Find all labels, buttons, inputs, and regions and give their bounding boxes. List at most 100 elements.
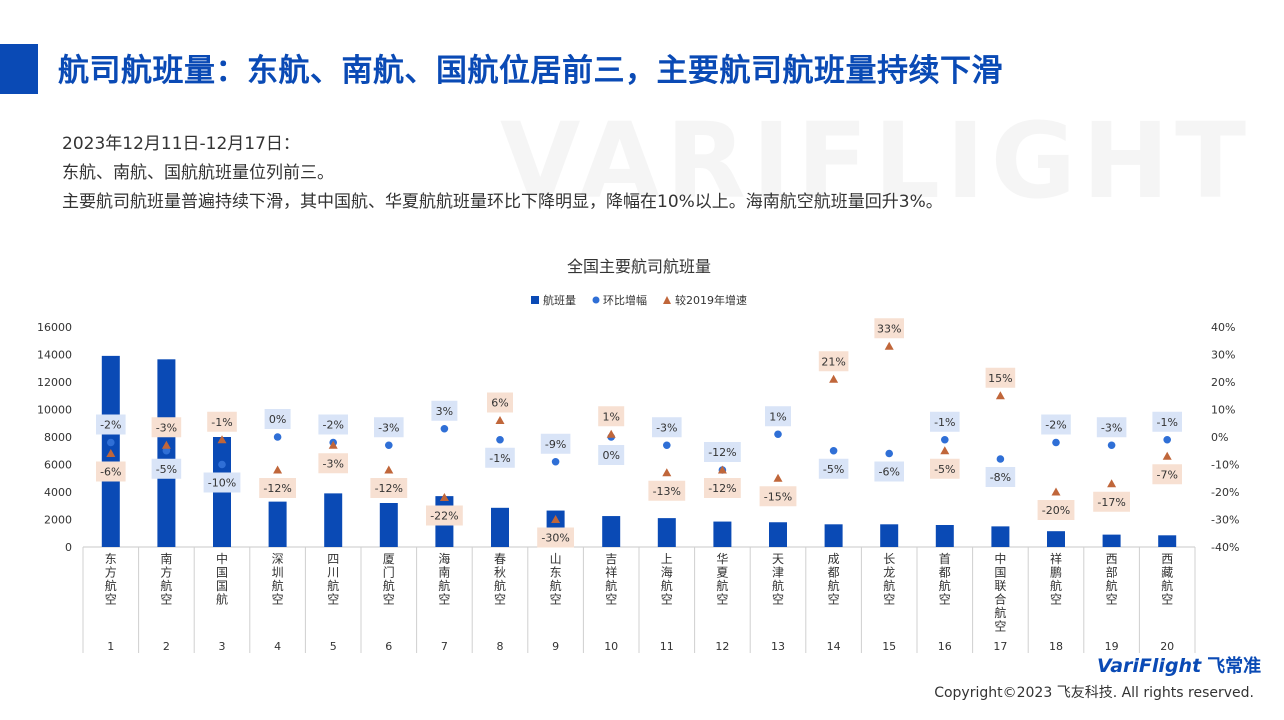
rank-label: 5 xyxy=(330,640,337,653)
legend-dot-swatch xyxy=(592,296,600,304)
category-label: 上海航空 xyxy=(661,552,673,607)
y-right-tick-label: 0% xyxy=(1211,431,1228,444)
vs2019-point xyxy=(606,429,616,438)
y-left-tick-label: 8000 xyxy=(44,431,72,444)
wow-data-label: -5% xyxy=(823,463,844,476)
summary-line-2: 东航、南航、国航航班量位列前三。 xyxy=(62,163,334,183)
vs2019-data-label-bg xyxy=(207,411,237,432)
rank-label: 9 xyxy=(552,640,559,653)
category-label: 春秋航空 xyxy=(494,552,506,607)
vs2019-data-label: 6% xyxy=(491,397,508,410)
y-right-tick-label: 40% xyxy=(1211,321,1235,334)
bar xyxy=(268,501,287,547)
y-right-tick-label: 20% xyxy=(1211,376,1235,389)
vs2019-data-label-bg xyxy=(537,527,574,548)
vs2019-data-label: -12% xyxy=(375,482,403,495)
vs2019-data-label: -7% xyxy=(1156,468,1177,481)
rank-label: 3 xyxy=(219,640,226,653)
wow-data-label-bg xyxy=(1041,414,1071,435)
wow-data-label-bg xyxy=(374,417,404,438)
wow-data-label: -3% xyxy=(378,421,399,434)
wow-data-label-bg xyxy=(203,472,241,493)
wow-data-label: -2% xyxy=(100,419,121,432)
brand-logo: VariFlight 飞常准 xyxy=(1097,652,1261,678)
legend-triangle-swatch xyxy=(663,296,671,304)
rank-label: 12 xyxy=(715,640,729,653)
rank-label: 19 xyxy=(1105,640,1119,653)
wow-point xyxy=(551,457,560,466)
rank-label: 16 xyxy=(938,640,952,653)
wow-data-label-bg xyxy=(818,458,849,479)
vs2019-point xyxy=(940,446,950,455)
vs2019-point xyxy=(328,440,338,449)
wow-point xyxy=(1107,441,1116,450)
y-left-tick-label: 12000 xyxy=(37,376,72,389)
bar xyxy=(769,522,787,547)
vs2019-data-label-bg xyxy=(648,480,686,501)
vs2019-point xyxy=(106,449,116,457)
vs2019-data-label: -30% xyxy=(541,532,569,545)
rank-label: 4 xyxy=(274,640,281,653)
summary-line-1: 2023年12月11日-12月17日： xyxy=(62,134,300,154)
wow-data-label-bg xyxy=(151,458,182,479)
wow-point xyxy=(885,449,893,458)
vs2019-data-label-bg xyxy=(1037,500,1075,520)
rank-label: 2 xyxy=(163,640,170,653)
wow-data-label: -3% xyxy=(656,421,677,434)
wow-data-label-bg xyxy=(598,445,625,465)
vs2019-point xyxy=(662,468,672,477)
rank-label: 7 xyxy=(441,640,448,653)
wow-data-label: -10% xyxy=(208,477,236,490)
wow-data-label: -2% xyxy=(322,419,343,432)
vs2019-data-label: 33% xyxy=(877,322,901,335)
category-label: 长龙航空 xyxy=(883,552,895,607)
flight-volume-chart: 全国主要航司航班量 航班量 环比增幅 较2019年增速 0 2000 4000 600… xyxy=(37,257,1239,653)
vs2019-data-label-bg xyxy=(704,478,741,498)
wow-data-label: 0% xyxy=(269,413,286,426)
rank-label: 20 xyxy=(1160,640,1174,653)
vs2019-data-label: -12% xyxy=(263,482,291,495)
wow-data-label-bg xyxy=(704,442,741,462)
vs2019-data-label-bg xyxy=(1152,464,1182,485)
rank-label: 11 xyxy=(660,640,674,653)
wow-point xyxy=(385,441,393,450)
wow-point xyxy=(440,424,449,433)
wow-data-label-bg xyxy=(540,433,571,454)
wow-point xyxy=(1052,438,1060,447)
wow-data-label: -1% xyxy=(1156,416,1177,429)
vs2019-data-label: 21% xyxy=(821,355,845,368)
vs2019-data-label-bg xyxy=(759,486,797,507)
wow-point xyxy=(1163,435,1171,444)
wow-data-label-bg xyxy=(431,400,458,421)
wow-data-label-bg xyxy=(765,406,791,427)
vs2019-data-label: -3% xyxy=(156,421,177,434)
wow-data-label: -9% xyxy=(545,438,566,451)
y-left-tick-label: 14000 xyxy=(37,349,72,362)
y-left-tick-label: 6000 xyxy=(44,459,72,472)
chart-title: 全国主要航司航班量 xyxy=(567,257,711,276)
copyright-text: Copyright©2023 飞友科技. All rights reserved… xyxy=(934,685,1254,701)
bar xyxy=(1158,535,1177,547)
category-label: 中国国航 xyxy=(216,551,228,607)
bar xyxy=(657,518,676,547)
wow-point xyxy=(829,446,838,455)
vs2019-data-label-bg xyxy=(1093,491,1130,512)
wow-data-label-bg xyxy=(652,417,682,438)
category-label: 西部航空 xyxy=(1106,552,1118,607)
vs2019-point xyxy=(161,440,171,449)
wow-point xyxy=(162,446,171,455)
wow-data-label-bg xyxy=(1152,411,1182,432)
category-label: 四川航空 xyxy=(327,552,339,607)
vs2019-data-label: -13% xyxy=(653,485,681,498)
category-label: 海南航空 xyxy=(438,551,450,607)
category-label: 深圳航空 xyxy=(272,552,284,607)
y-left-tick-label: 16000 xyxy=(37,321,72,334)
wow-data-label: -3% xyxy=(1101,421,1122,434)
vs2019-data-label-bg xyxy=(259,478,296,498)
vs2019-point xyxy=(995,391,1005,400)
legend-dot-label: 环比增幅 xyxy=(603,293,647,307)
wow-data-label-bg xyxy=(930,411,960,432)
vs2019-data-label-bg xyxy=(985,367,1016,388)
y-right-tick-label: -10% xyxy=(1211,459,1239,472)
wow-data-label-bg xyxy=(96,414,126,435)
